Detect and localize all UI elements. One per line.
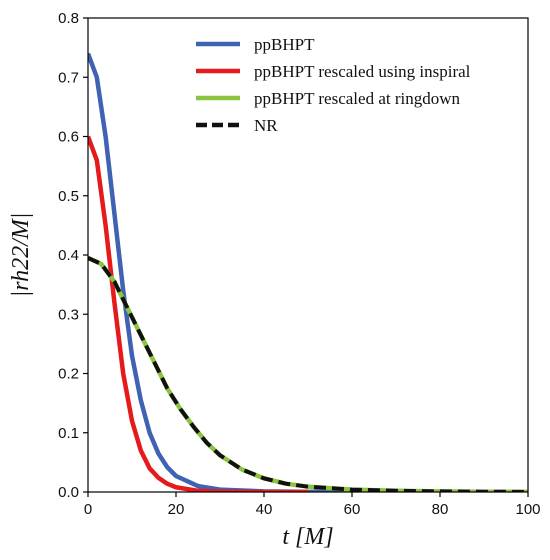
y-tick-label-6: 0.6 (58, 129, 79, 146)
y-tick-label-7: 0.7 (58, 69, 79, 86)
y-tick-label-2: 0.2 (58, 366, 79, 383)
series-line-2 (88, 255, 528, 492)
x-tick-label-5: 100 (515, 501, 540, 518)
y-tick-label-3: 0.3 (58, 306, 79, 323)
series-line-1 (88, 135, 309, 492)
legend-label-2: ppBHPT rescaled at ringdown (254, 89, 461, 108)
series-line-0 (88, 52, 353, 492)
y-tick-label-1: 0.1 (58, 425, 79, 442)
x-axis-label: t [M] (282, 524, 333, 550)
y-axis-label: |rh22/M| (8, 213, 34, 298)
axes: 0 20 40 60 80 100 0.0 0.1 0.2 0.3 0.4 0.5 0.6 0.7 0.8 t… (8, 10, 541, 550)
x-tick-label-4: 80 (432, 501, 449, 518)
y-tick-label-8: 0.8 (58, 10, 79, 27)
x-tick-label-0: 0 (84, 501, 92, 518)
y-tick-label-0: 0.0 (58, 484, 79, 501)
plot-area (88, 52, 528, 492)
legend-label-0: ppBHPT (254, 35, 315, 54)
x-tick-label-1: 20 (168, 501, 185, 518)
legend-label-3: NR (254, 116, 278, 135)
x-tick-label-3: 60 (344, 501, 361, 518)
y-tick-label-4: 0.4 (58, 247, 79, 264)
y-tick-label-5: 0.5 (58, 188, 79, 205)
x-tick-label-2: 40 (256, 501, 273, 518)
legend-label-1: ppBHPT rescaled using inspiral (254, 62, 471, 81)
series-line-3 (88, 256, 528, 492)
legend: ppBHPT ppBHPT rescaled using inspiral ppBH… (196, 35, 471, 135)
